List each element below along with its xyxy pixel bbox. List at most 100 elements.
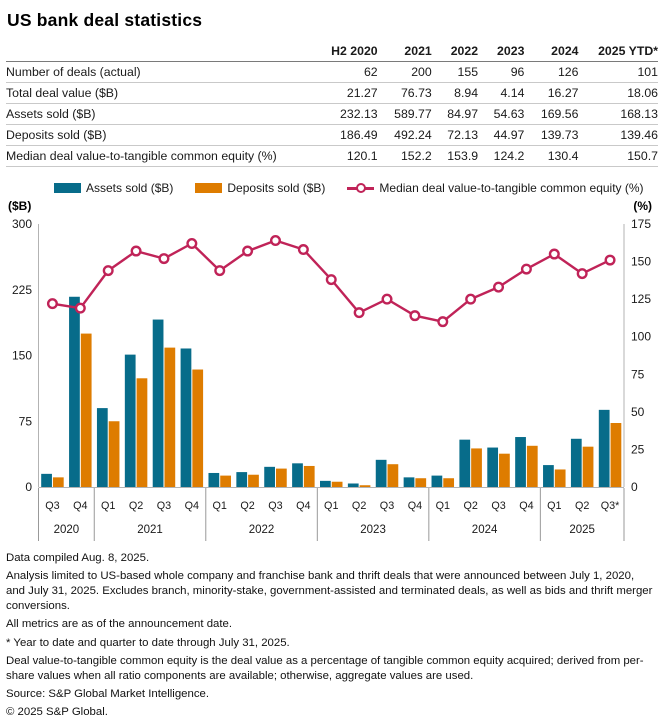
stats-table-head: H2 2020 2021 2022 2023 2024 2025 YTD* <box>6 41 658 62</box>
quarter-label: Q4 <box>185 500 199 512</box>
table-cell: 54.63 <box>478 103 525 125</box>
table-cell: 139.46 <box>578 124 658 146</box>
bar-assets <box>403 477 415 487</box>
bar-deposits <box>275 468 287 487</box>
bar-assets <box>180 348 192 487</box>
quarter-label: Q4 <box>408 500 422 512</box>
bar-deposits <box>582 446 594 487</box>
bar-assets <box>347 483 359 487</box>
median-line-marker <box>46 298 58 310</box>
bar-deposits <box>80 333 92 487</box>
median-line-marker <box>576 268 588 280</box>
median-line-marker <box>548 248 560 260</box>
footnote: © 2025 S&P Global. <box>6 706 108 719</box>
quarter-label: Q3 <box>380 500 394 512</box>
quarter-label: Q2 <box>129 500 143 512</box>
bar-deposits <box>499 453 510 487</box>
left-axis-unit: ($B) <box>8 199 31 213</box>
quarter-label: Q4 <box>73 500 87 512</box>
quarter-label: Q4 <box>296 500 310 512</box>
bar-deposits <box>610 423 622 487</box>
right-axis-tick-label: 75 <box>631 367 645 381</box>
table-cell: 232.13 <box>313 103 378 125</box>
table-cell: 76.73 <box>377 82 432 104</box>
table-cell: 168.13 <box>578 103 658 125</box>
bar-assets <box>431 475 443 487</box>
table-cell: 130.4 <box>524 145 579 167</box>
quarter-label: Q1 <box>101 500 115 512</box>
median-line-marker <box>520 263 532 275</box>
year-label: 2024 <box>472 524 498 536</box>
bar-assets <box>598 409 610 487</box>
row-label: Median deal value-to-tangible common equ… <box>6 145 314 167</box>
median-line-marker <box>242 245 254 257</box>
bar-deposits <box>164 347 176 487</box>
median-line-marker <box>604 254 616 266</box>
row-label: Total deal value ($B) <box>6 82 314 104</box>
legend-item: Median deal value-to-tangible common equ… <box>347 181 644 195</box>
row-label: Assets sold ($B) <box>6 103 314 125</box>
table-cell: 152.2 <box>377 145 432 167</box>
footnote: Analysis limited to US-based whole compa… <box>6 570 653 612</box>
table-row: Deposits sold ($B) 186.49 492.24 72.13 44.97… <box>6 124 658 146</box>
bar-assets <box>487 447 499 487</box>
bar-deposits <box>415 478 427 487</box>
column-header: 2024 <box>524 41 579 62</box>
table-cell: 492.24 <box>377 124 432 146</box>
quarter-label: Q2 <box>352 500 366 512</box>
page: US bank deal statistics H2 2020 2021 2022 2… <box>6 10 658 718</box>
table-cell: 153.9 <box>431 145 479 167</box>
table-corner-cell <box>6 41 314 62</box>
bar-deposits <box>554 469 566 487</box>
bar-assets <box>320 480 331 487</box>
median-line-marker <box>325 274 337 286</box>
median-line-marker <box>465 293 477 305</box>
table-cell: 120.1 <box>313 145 378 167</box>
legend-swatch-icon <box>54 183 81 193</box>
bar-assets <box>41 473 52 487</box>
quarter-label: Q1 <box>436 500 450 512</box>
quarter-label: Q2 <box>240 500 254 512</box>
legend-item: Deposits sold ($B) <box>195 181 325 195</box>
right-axis-unit: (%) <box>633 199 652 213</box>
bar-deposits <box>192 369 204 487</box>
legend-label: Assets sold ($B) <box>86 181 174 195</box>
footnote: Deal value-to-tangible common equity is … <box>6 654 644 682</box>
table-cell: 155 <box>431 61 479 83</box>
bar-deposits <box>443 478 455 487</box>
legend-item: Assets sold ($B) <box>54 181 173 195</box>
bar-assets <box>124 354 136 487</box>
table-cell: 8.94 <box>431 82 479 104</box>
year-label: 2025 <box>569 524 595 536</box>
bar-assets <box>208 472 220 487</box>
bar-deposits <box>136 378 148 487</box>
deal-chart: ($B) (%) 300 225 150 75 0 175 150 125 100 75 50 25 0 Q3… <box>8 199 652 541</box>
column-header: H2 2020 <box>313 41 378 62</box>
median-line-marker <box>493 281 505 293</box>
right-axis-tick-label: 175 <box>631 217 651 231</box>
footnotes: Data compiled Aug. 8, 2025. Analysis limi… <box>6 551 654 720</box>
column-header: 2022 <box>431 41 479 62</box>
table-cell: 44.97 <box>478 124 525 146</box>
median-line-marker <box>130 245 142 257</box>
bar-deposits <box>331 481 343 487</box>
bar-assets <box>543 465 554 487</box>
table-cell: 62 <box>313 61 378 83</box>
median-line-marker <box>214 265 226 277</box>
quarter-label: Q3 <box>157 500 171 512</box>
table-cell: 186.49 <box>313 124 378 146</box>
left-axis-tick-label: 0 <box>25 480 32 494</box>
table-row: Number of deals (actual) 62 200 155 96 126 101 <box>6 61 658 83</box>
table-cell: 169.56 <box>524 103 579 125</box>
bar-assets <box>515 437 526 487</box>
legend-label: Median deal value-to-tangible common equ… <box>379 181 644 195</box>
bar-deposits <box>526 445 538 487</box>
year-label: 2021 <box>137 524 163 536</box>
median-line-marker <box>186 238 198 250</box>
column-header: 2025 YTD* <box>578 41 658 62</box>
left-axis-tick-label: 300 <box>12 217 32 231</box>
left-axis-tick-label: 150 <box>12 349 32 363</box>
bar-deposits <box>387 464 399 487</box>
page-title: US bank deal statistics <box>7 10 203 30</box>
right-axis-tick-label: 25 <box>631 442 645 456</box>
